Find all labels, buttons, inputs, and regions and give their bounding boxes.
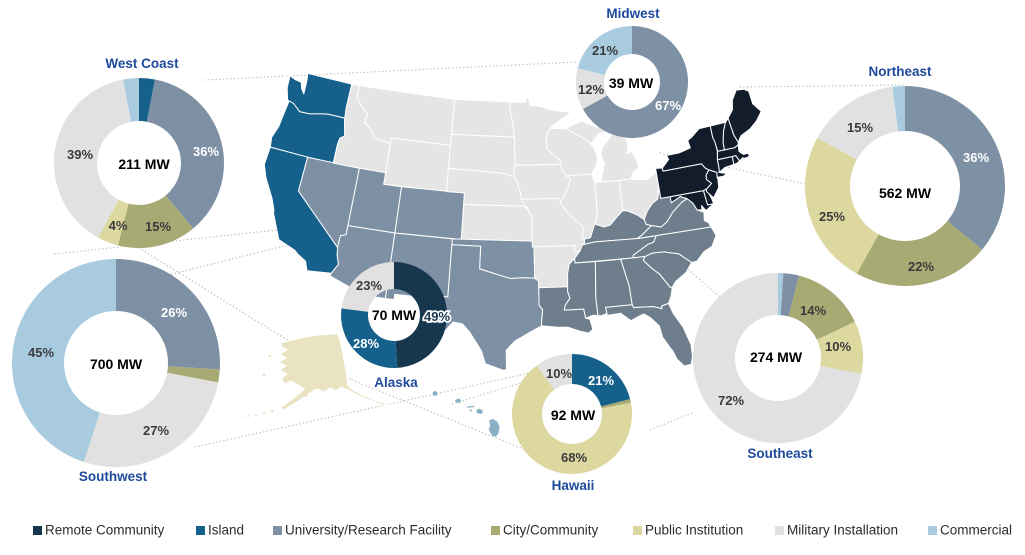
svg-text:14%: 14% [800, 303, 826, 318]
svg-text:4%: 4% [109, 218, 128, 233]
svg-text:21%: 21% [592, 43, 618, 58]
svg-text:Military Installation: Military Installation [787, 523, 898, 538]
svg-text:36%: 36% [193, 144, 219, 159]
svg-text:39 MW: 39 MW [609, 75, 654, 91]
svg-text:67%: 67% [655, 98, 681, 113]
svg-text:39%: 39% [67, 147, 93, 162]
svg-text:10%: 10% [546, 366, 572, 381]
svg-text:49%: 49% [424, 309, 450, 324]
svg-text:36%: 36% [963, 150, 989, 165]
svg-text:274 MW: 274 MW [750, 349, 803, 365]
svg-text:Island: Island [208, 523, 244, 538]
svg-text:Southwest: Southwest [79, 469, 148, 484]
svg-text:Midwest: Midwest [606, 6, 660, 21]
svg-text:Southeast: Southeast [747, 446, 813, 461]
svg-text:23%: 23% [356, 278, 382, 293]
svg-text:Remote Community: Remote Community [45, 523, 165, 538]
svg-text:26%: 26% [161, 305, 187, 320]
svg-text:45%: 45% [28, 345, 54, 360]
svg-text:700 MW: 700 MW [90, 356, 143, 372]
svg-text:27%: 27% [143, 423, 169, 438]
svg-text:211 MW: 211 MW [118, 156, 170, 172]
svg-text:92 MW: 92 MW [551, 407, 596, 423]
svg-text:12%: 12% [578, 82, 604, 97]
svg-text:West Coast: West Coast [105, 56, 179, 71]
svg-text:70 MW: 70 MW [372, 307, 417, 323]
svg-text:Commercial: Commercial [940, 523, 1012, 538]
svg-text:10%: 10% [825, 339, 851, 354]
svg-text:City/Community: City/Community [503, 523, 599, 538]
svg-text:University/Research Facility: University/Research Facility [285, 523, 452, 538]
svg-text:Public Institution: Public Institution [645, 523, 743, 538]
svg-text:Northeast: Northeast [868, 64, 932, 79]
svg-text:Alaska: Alaska [374, 375, 418, 390]
svg-text:15%: 15% [847, 120, 873, 135]
svg-text:Hawaii: Hawaii [552, 478, 595, 493]
svg-text:28%: 28% [353, 336, 379, 351]
svg-text:25%: 25% [819, 209, 845, 224]
svg-text:22%: 22% [908, 259, 934, 274]
svg-text:68%: 68% [561, 450, 587, 465]
svg-text:15%: 15% [145, 219, 171, 234]
svg-text:562 MW: 562 MW [879, 185, 932, 201]
svg-text:21%: 21% [588, 373, 614, 388]
svg-text:72%: 72% [718, 393, 744, 408]
